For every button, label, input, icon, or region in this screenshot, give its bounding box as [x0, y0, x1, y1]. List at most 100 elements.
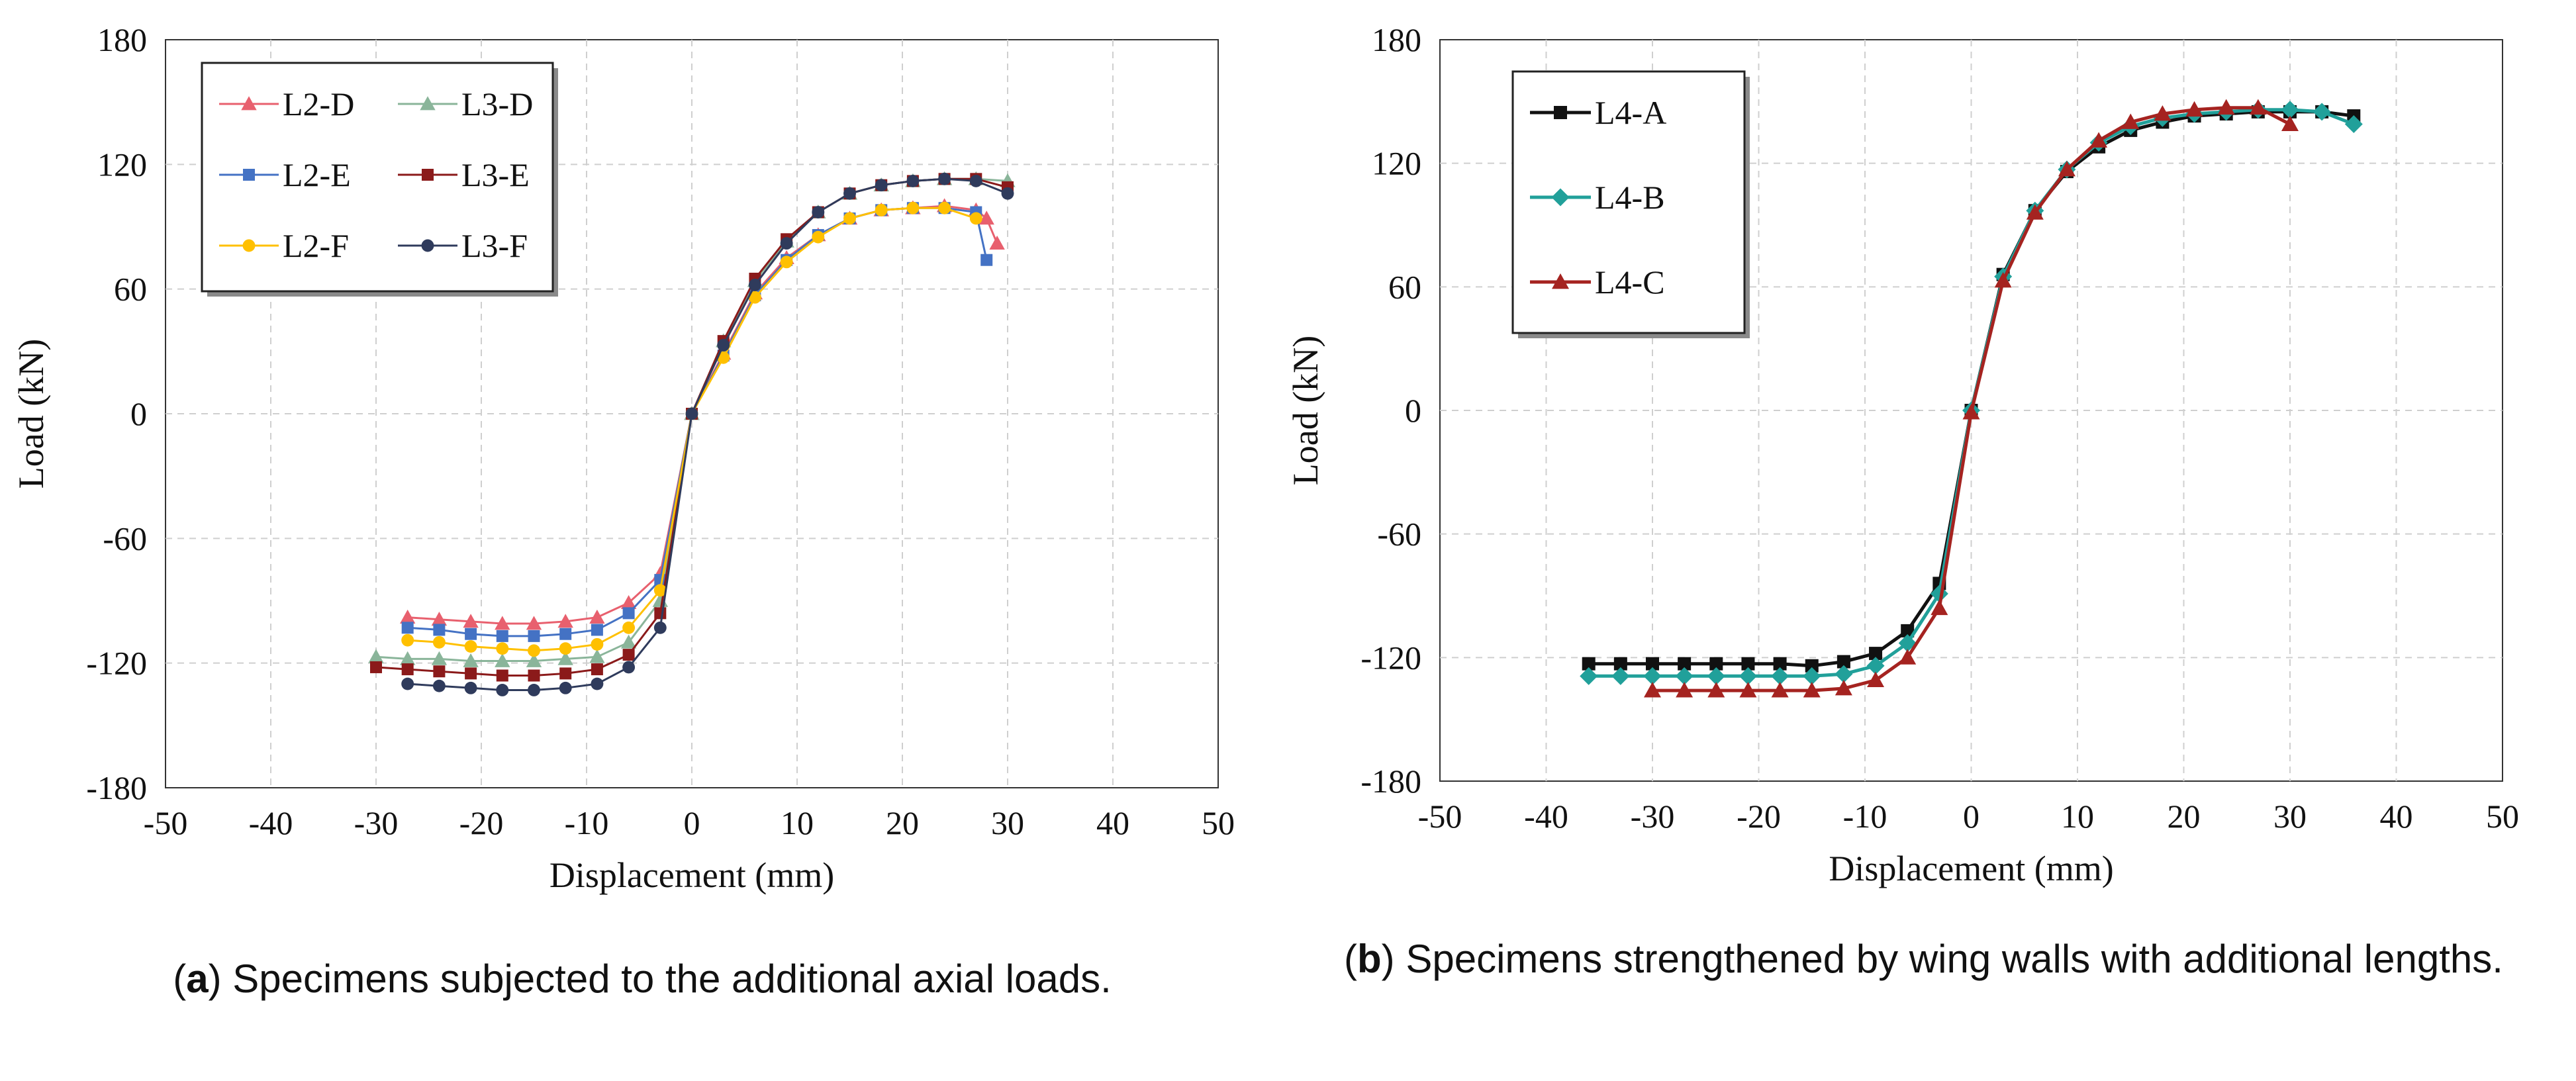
data-point [1805, 659, 1819, 673]
x-tick-label: -50 [1418, 798, 1462, 835]
data-point [1931, 599, 1948, 616]
data-point [875, 203, 888, 216]
caption-panel-b: (b) Specimens strengthened by wing walls… [1344, 937, 2503, 981]
x-axis-title: Displacement (mm) [549, 855, 834, 895]
data-point [2185, 101, 2203, 117]
x-tick-label: -20 [459, 804, 504, 841]
legend-item-l3-d: L3-D [398, 85, 533, 122]
data-point [1803, 667, 1821, 685]
data-point [1899, 649, 1917, 665]
data-point [1709, 657, 1723, 671]
caption-panel-a: (a) Specimens subjected to the additiona… [173, 957, 1112, 1001]
data-point [557, 651, 573, 665]
y-tick-label: 180 [97, 21, 147, 58]
data-point [528, 669, 540, 682]
x-tick-label: -20 [1737, 798, 1781, 835]
data-point [432, 635, 446, 649]
x-tick-label: 10 [2061, 798, 2094, 835]
data-point [400, 651, 416, 665]
x-tick-label: 20 [886, 804, 919, 841]
data-point [780, 237, 793, 250]
legend-item-l2-f: L2-F [219, 227, 349, 264]
data-point [2281, 115, 2299, 131]
legend-label: L4-B [1595, 179, 1665, 216]
data-point [591, 663, 603, 676]
data-point [591, 624, 603, 636]
data-point [1611, 667, 1630, 685]
x-tick-label: -40 [1524, 798, 1568, 835]
data-point [980, 254, 993, 266]
data-point [433, 624, 446, 636]
data-point [463, 653, 479, 667]
chart-panel-a: -180 -120 -60 0 60 120 180 -50 -40 -30 -20 -10 0 10 20… [11, 21, 1235, 895]
data-point [433, 665, 446, 678]
data-point [368, 649, 384, 663]
legend-swatch-marker [421, 239, 434, 252]
x-tick-label: -10 [565, 804, 609, 841]
legend: L2-D L3-D L2-E L3-E L2-F L3-F [201, 62, 558, 297]
data-point [528, 644, 540, 657]
data-point [812, 230, 825, 244]
caption-text-b: Specimens strengthened by wing walls wit… [1406, 937, 2503, 981]
legend-item-l2-d: L2-D [219, 85, 354, 122]
legend-swatch-marker [420, 96, 436, 111]
legend-box [201, 62, 554, 293]
x-tick-label: -30 [354, 804, 399, 841]
x-tick-label: -10 [1843, 798, 1887, 835]
data-point [465, 667, 477, 680]
legend-item-l3-f: L3-F [398, 227, 528, 264]
y-tick-label: -120 [86, 645, 147, 682]
legend-item-l4-c: L4-C [1530, 263, 1665, 301]
data-point [589, 649, 605, 663]
legend-swatch-marker [243, 169, 255, 181]
data-point [526, 616, 542, 630]
data-point [906, 174, 920, 187]
y-tick-label: -180 [86, 769, 147, 806]
data-point [1678, 657, 1692, 671]
legend-label: L3-D [461, 85, 533, 122]
data-point [557, 614, 573, 628]
x-tick-label: 40 [1096, 804, 1129, 841]
y-tick-label: -120 [1360, 639, 1421, 676]
data-point [401, 663, 414, 676]
data-point [1676, 682, 1693, 698]
data-point [1837, 655, 1850, 669]
x-tick-label: 30 [991, 804, 1024, 841]
data-point [591, 677, 604, 690]
data-point [495, 653, 510, 667]
data-point [1803, 682, 1821, 698]
data-point [431, 651, 448, 665]
data-point [1835, 680, 1852, 696]
legend: L4-A L4-B L4-C [1511, 70, 1750, 338]
data-point [1582, 657, 1596, 671]
data-point [748, 278, 761, 291]
caption-label-b: b [1357, 937, 1382, 981]
x-tick-label: 0 [684, 804, 700, 841]
data-point [780, 256, 793, 269]
legend-item-l3-e: L3-E [398, 156, 530, 193]
data-point [969, 212, 982, 225]
y-tick-label: 120 [1372, 145, 1421, 182]
x-tick-label: -40 [249, 804, 293, 841]
data-point [812, 206, 825, 218]
data-point [1001, 187, 1014, 200]
data-point [2281, 101, 2299, 119]
data-point [401, 634, 414, 647]
data-point [717, 338, 730, 352]
data-point [401, 677, 414, 690]
data-point [1613, 657, 1627, 671]
legend-label: L3-F [461, 227, 528, 264]
data-point [1580, 667, 1598, 685]
data-point [978, 211, 994, 225]
legend-label: L2-F [283, 227, 349, 264]
data-point [528, 630, 540, 642]
data-point [432, 679, 446, 692]
data-point [685, 407, 698, 420]
data-point [2090, 132, 2108, 148]
data-point [1901, 624, 1915, 637]
data-point [559, 642, 572, 655]
y-axis-title: Load (kN) [1286, 336, 1325, 485]
legend-swatch-marker [1554, 106, 1567, 119]
legend-swatch-marker [241, 96, 257, 111]
